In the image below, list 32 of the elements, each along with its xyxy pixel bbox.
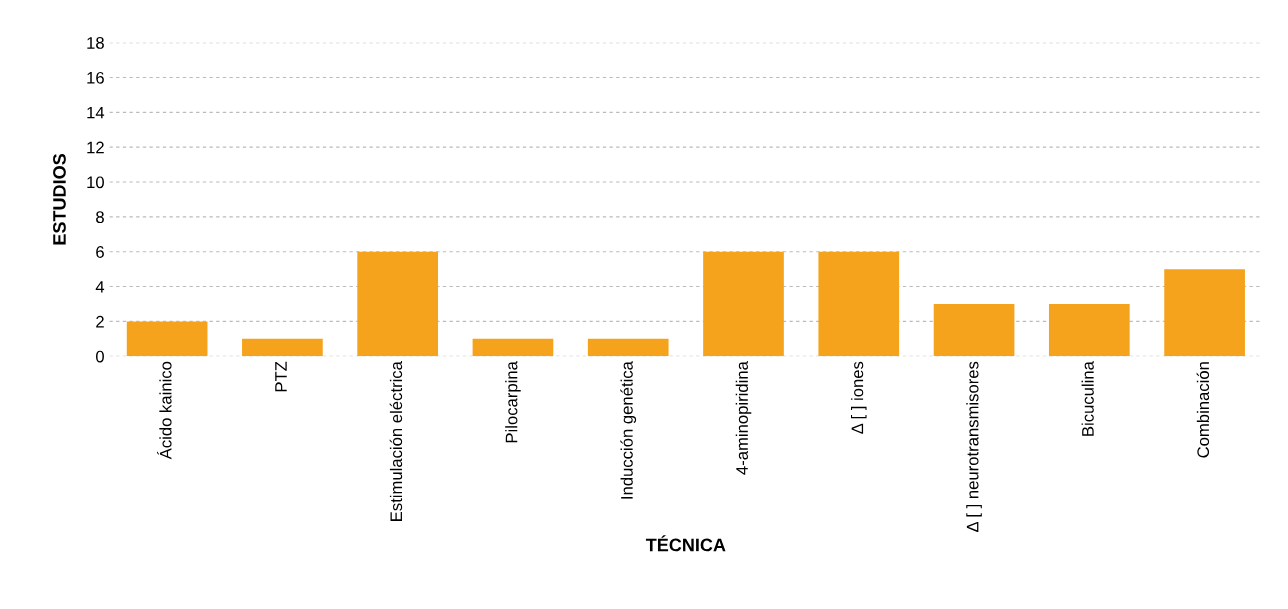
x-tick-label: Ácido kainico (156, 361, 172, 460)
bar (1164, 269, 1245, 357)
x-tick-label: 4-aminopiridina (735, 361, 752, 475)
y-tick-label: 14 (87, 106, 105, 119)
bar (357, 251, 439, 357)
x-tick-label: Bicuculina (1081, 361, 1094, 436)
y-tick-label: 0 (96, 350, 104, 363)
x-tick-label: Pilocarpina (505, 361, 521, 443)
y-tick-label: 16 (87, 71, 104, 84)
bar (242, 338, 323, 357)
x-tick-label: Combinación (1196, 362, 1210, 458)
y-tick-label: 12 (87, 141, 104, 154)
bar (703, 251, 784, 357)
bar (1048, 303, 1130, 357)
y-axis-title: ESTUDIOS (53, 154, 66, 245)
x-axis-title: TÉCNICA (645, 535, 726, 552)
x-tick-label: Estimulación eléctrica (389, 361, 403, 521)
x-tick-label: PTZ (275, 361, 287, 392)
y-tick-label: 8 (96, 211, 104, 224)
x-tick-label: Inducción genética (620, 361, 637, 499)
y-tick-label: 18 (87, 37, 104, 49)
y-tick-label: 4 (95, 281, 105, 293)
bar (818, 251, 900, 357)
y-tick-label: 2 (96, 315, 104, 328)
bar (933, 303, 1015, 357)
bar (587, 338, 669, 357)
bar (472, 338, 554, 357)
x-tick-label: Δ [ ] iones (851, 361, 867, 434)
bar (126, 321, 208, 357)
y-tick-label: 6 (96, 246, 104, 258)
y-tick-label: 10 (87, 176, 104, 189)
x-tick-label: Δ [ ] neurotransmisores (966, 361, 982, 533)
